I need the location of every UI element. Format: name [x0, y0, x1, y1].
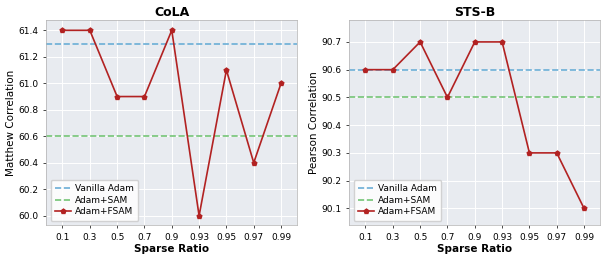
Adam+FSAM — [362, 68, 369, 71]
Adam+FSAM — [86, 29, 93, 32]
Adam+FSAM — [389, 68, 396, 71]
Adam+FSAM — [59, 29, 66, 32]
Adam+FSAM — [278, 82, 285, 85]
Adam+FSAM — [168, 29, 175, 32]
Adam+SAM — [86, 135, 93, 138]
Adam+FSAM — [250, 161, 258, 164]
Line: Adam+FSAM: Adam+FSAM — [363, 40, 587, 211]
Adam+FSAM — [499, 40, 506, 43]
Title: STS-B: STS-B — [454, 5, 495, 18]
Adam+FSAM — [141, 95, 148, 98]
Adam+FSAM — [581, 207, 588, 210]
X-axis label: Sparse Ratio: Sparse Ratio — [134, 244, 209, 255]
Adam+SAM — [362, 96, 369, 99]
Adam+FSAM — [113, 95, 121, 98]
Adam+SAM — [59, 135, 66, 138]
Adam+FSAM — [416, 40, 424, 43]
Adam+SAM — [389, 96, 396, 99]
Adam+FSAM — [471, 40, 478, 43]
Legend: Vanilla Adam, Adam+SAM, Adam+FSAM: Vanilla Adam, Adam+SAM, Adam+FSAM — [51, 180, 138, 220]
Vanilla Adam — [86, 42, 93, 45]
Vanilla Adam — [59, 42, 66, 45]
Adam+FSAM — [444, 96, 451, 99]
X-axis label: Sparse Ratio: Sparse Ratio — [437, 244, 512, 255]
Adam+FSAM — [553, 151, 561, 154]
Line: Adam+FSAM: Adam+FSAM — [60, 28, 284, 218]
Adam+FSAM — [526, 151, 533, 154]
Y-axis label: Matthew Correlation: Matthew Correlation — [5, 69, 16, 176]
Adam+FSAM — [196, 214, 203, 217]
Adam+FSAM — [223, 68, 230, 72]
Vanilla Adam — [389, 68, 396, 71]
Vanilla Adam — [362, 68, 369, 71]
Legend: Vanilla Adam, Adam+SAM, Adam+FSAM: Vanilla Adam, Adam+SAM, Adam+FSAM — [354, 180, 441, 220]
Y-axis label: Pearson Correlation: Pearson Correlation — [308, 71, 319, 174]
Title: CoLA: CoLA — [154, 5, 190, 18]
